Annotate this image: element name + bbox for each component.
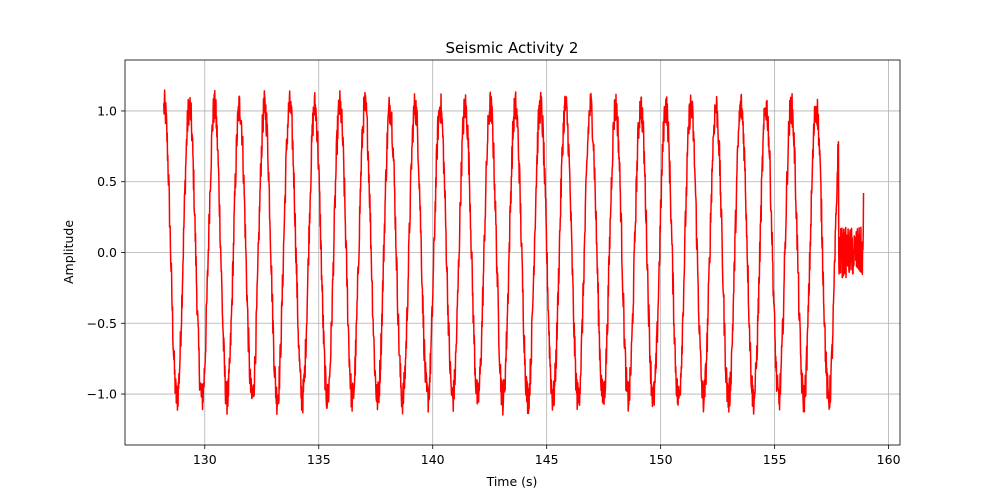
x-tick-label: 150 [649,452,673,467]
x-axis: 130 135 140 145 150 155 160 [193,445,901,467]
y-tick-label: 0.5 [97,174,117,189]
y-tick-label: 0.0 [97,245,117,260]
y-tick-label: −1.0 [87,387,117,402]
x-tick-label: 135 [307,452,331,467]
x-tick-label: 140 [421,452,445,467]
y-tick-label: −0.5 [87,316,117,331]
y-axis-title: Amplitude [61,220,76,284]
x-tick-label: 160 [877,452,901,467]
x-tick-label: 155 [763,452,787,467]
x-tick-label: 130 [193,452,217,467]
x-axis-title: Time (s) [486,474,538,489]
x-tick-label: 145 [535,452,559,467]
grid [125,60,900,445]
y-tick-label: 1.0 [97,103,117,118]
series-layer [163,89,865,416]
chart-title: Seismic Activity 2 [446,39,579,57]
y-axis: −1.0 −0.5 0.0 0.5 1.0 [87,103,125,402]
series-line [163,89,865,416]
